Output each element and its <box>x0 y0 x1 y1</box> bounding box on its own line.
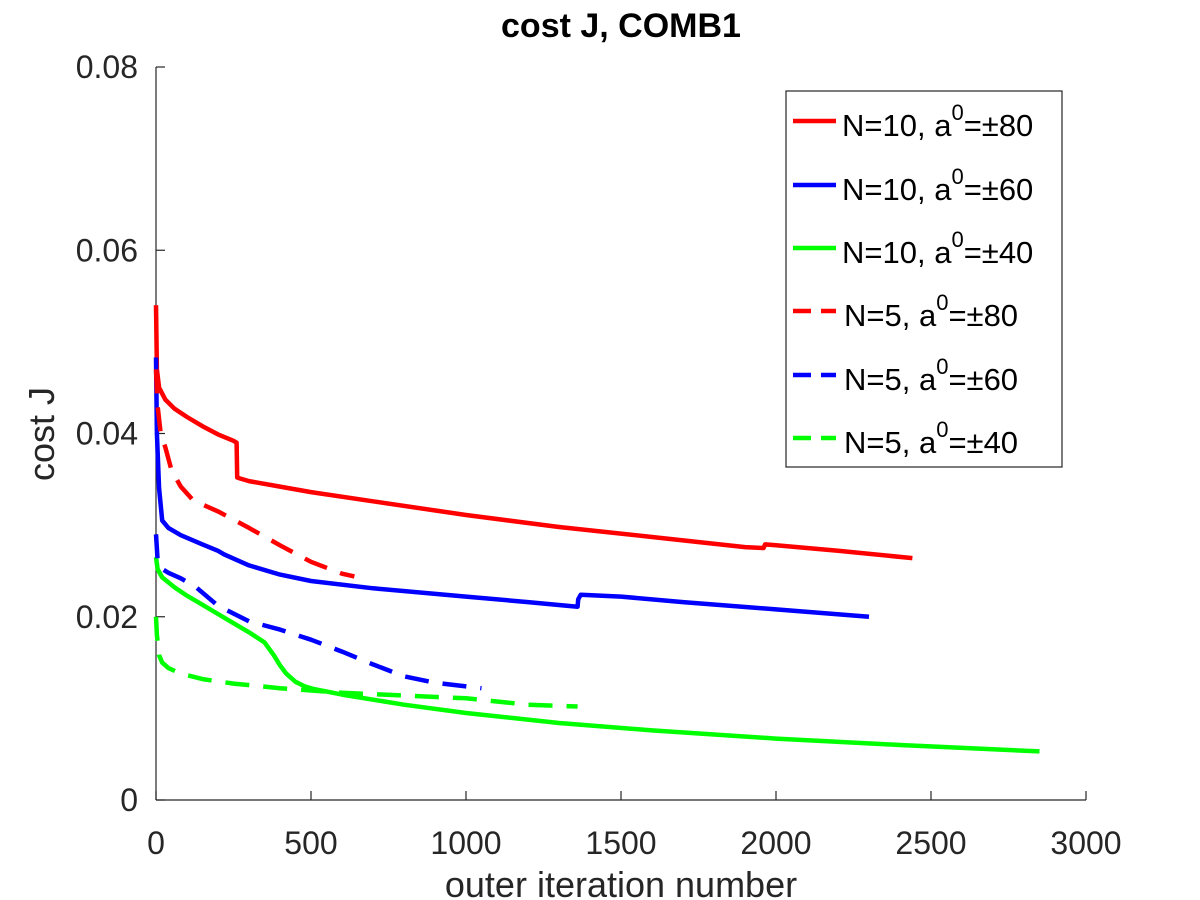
series-line-6 <box>153 616 578 709</box>
x-tick-label: 1000 <box>430 825 501 861</box>
legend-entry-2: N=10, a0=±60 <box>793 164 1033 207</box>
x-ticks: 0 500 1000 1500 2000 2500 3000 <box>147 791 1122 861</box>
x-axis-label: outer iteration number <box>445 864 797 900</box>
legend-entry-4: N=5, a0=±80 <box>793 290 1018 333</box>
series-line-4 <box>153 369 355 579</box>
legend-label: N=5, a0=±40 <box>844 417 1018 460</box>
legend-label: N=10, a0=±80 <box>842 100 1033 143</box>
legend-entry-3: N=10, a0=±40 <box>793 227 1033 270</box>
y-tick-label: 0.06 <box>76 232 138 268</box>
x-tick-label: 2000 <box>740 825 811 861</box>
legend-label-main: N=5, a <box>844 362 937 397</box>
legend-label-superscript: 0 <box>936 290 948 315</box>
legend-label: N=5, a0=±60 <box>844 354 1018 397</box>
legend-label-superscript: 0 <box>951 227 963 252</box>
legend: N=10, a0=±80N=10, a0=±60N=10, a0=±40N=5,… <box>785 90 1063 468</box>
legend-label-tail: =±80 <box>948 298 1018 333</box>
legend-label-main: N=5, a <box>844 298 937 333</box>
legend-label-superscript: 0 <box>936 354 948 379</box>
legend-entries: N=10, a0=±80N=10, a0=±60N=10, a0=±40N=5,… <box>793 100 1033 460</box>
legend-label-tail: =±40 <box>948 425 1018 460</box>
series-group <box>153 305 1040 754</box>
legend-label: N=10, a0=±40 <box>842 227 1033 270</box>
legend-box <box>785 90 1063 468</box>
legend-label-tail: =±80 <box>964 108 1034 143</box>
x-tick-label: 0 <box>147 825 165 861</box>
legend-label-tail: =±60 <box>948 362 1018 397</box>
legend-label-main: N=10, a <box>842 172 952 207</box>
legend-label-main: N=10, a <box>842 235 952 270</box>
series-line-3 <box>153 556 1040 754</box>
legend-label-tail: =±40 <box>964 235 1034 270</box>
legend-label-tail: =±60 <box>964 172 1034 207</box>
legend-label-main: N=5, a <box>844 425 937 460</box>
legend-label: N=5, a0=±80 <box>844 290 1018 333</box>
legend-label-superscript: 0 <box>951 100 963 125</box>
series-line-2 <box>153 357 870 620</box>
x-tick-label: 1500 <box>585 825 656 861</box>
legend-entry-5: N=5, a0=±60 <box>793 354 1018 397</box>
y-tick-label: 0.04 <box>76 416 138 452</box>
chart-title: cost J, COMB1 <box>501 7 741 45</box>
legend-label-superscript: 0 <box>951 164 963 189</box>
y-axis-label: cost J <box>21 387 62 481</box>
series-line-5 <box>153 534 482 691</box>
legend-label-main: N=10, a <box>842 108 952 143</box>
x-tick-label: 500 <box>284 825 337 861</box>
legend-label: N=10, a0=±60 <box>842 164 1033 207</box>
legend-entry-1: N=10, a0=±80 <box>793 100 1033 143</box>
legend-entry-6: N=5, a0=±40 <box>793 417 1018 460</box>
y-tick-label: 0 <box>120 782 138 818</box>
x-tick-label: 2500 <box>895 825 966 861</box>
x-tick-label: 3000 <box>1050 825 1121 861</box>
y-tick-label: 0.02 <box>76 599 138 635</box>
legend-label-superscript: 0 <box>936 417 948 442</box>
y-ticks: 0 0.02 0.04 0.06 0.08 <box>76 49 165 818</box>
series-line-1 <box>153 305 913 561</box>
y-tick-label: 0.08 <box>76 49 138 85</box>
